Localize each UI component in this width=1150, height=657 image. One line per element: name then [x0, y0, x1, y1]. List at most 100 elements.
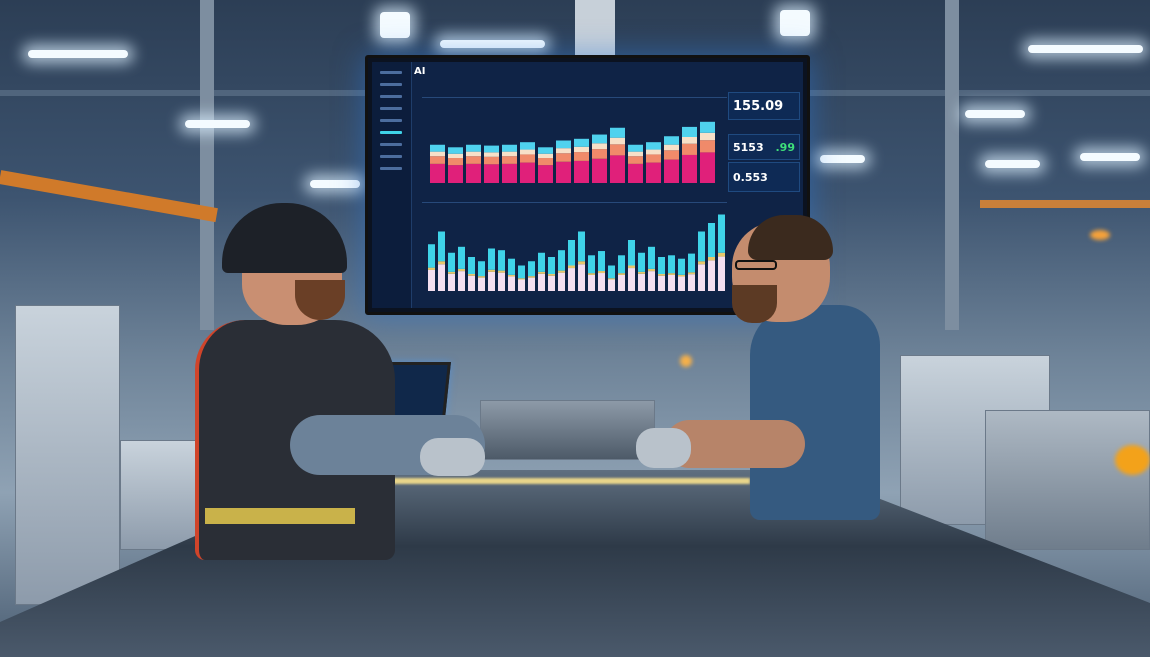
bar-segment [628, 240, 635, 266]
indicator-light [1090, 230, 1110, 240]
bar-segment [468, 275, 475, 291]
bar-segment [682, 136, 697, 144]
bar-segment [628, 151, 643, 157]
bar-segment [608, 265, 615, 279]
bar-segment [428, 269, 435, 291]
orange-pipe [0, 170, 218, 223]
bar-segment [548, 274, 555, 276]
bar-segment [438, 231, 445, 262]
bar-segment [574, 160, 589, 183]
bar-segment [664, 136, 679, 145]
sidebar-item-active[interactable] [380, 131, 402, 134]
kpi-delta: .99 [775, 141, 796, 154]
ceiling-light [310, 180, 360, 188]
bar-segment [638, 271, 645, 274]
ceiling-light [440, 40, 545, 48]
bar-segment [718, 256, 725, 291]
bar-segment [568, 268, 575, 291]
bar-segment [538, 165, 553, 183]
sidebar-item[interactable] [380, 83, 402, 86]
bar-segment [430, 144, 445, 152]
bar-segment [608, 278, 615, 280]
bar-segment [488, 269, 495, 272]
support-column [200, 0, 214, 330]
sidebar-item[interactable] [380, 95, 402, 98]
indicator-light [680, 355, 692, 367]
bar-segment [508, 274, 515, 277]
bar-segment [628, 156, 643, 164]
bar-segment [498, 272, 505, 291]
machine-cart [120, 440, 198, 550]
bar-segment [658, 275, 665, 291]
bar-segment [558, 272, 565, 291]
bar-segment [484, 164, 499, 183]
bar-segment [628, 163, 643, 183]
bar-segment [518, 279, 525, 291]
bar-segment [574, 146, 589, 153]
worker-right-beard [732, 285, 777, 323]
dashboard-logo: AI [414, 66, 426, 77]
bar-segment [688, 272, 695, 275]
sidebar-item[interactable] [380, 107, 402, 110]
bar-segment [678, 276, 685, 291]
bar-segment [438, 264, 445, 291]
bar-segment [700, 132, 715, 141]
ceiling-light [28, 50, 128, 58]
worker-right-glove [636, 428, 691, 468]
bar-segment [508, 258, 515, 275]
sidebar-item[interactable] [380, 155, 402, 158]
glasses [735, 260, 777, 270]
sidebar-item[interactable] [380, 119, 402, 122]
worker-right-shirt [750, 305, 880, 520]
bar-segment [520, 162, 535, 183]
bar-segment [646, 142, 661, 150]
sidebar-item[interactable] [380, 71, 402, 74]
ceiling-light [965, 110, 1025, 118]
bar-segment [498, 250, 505, 271]
support-column [945, 0, 959, 330]
bar-segment [588, 255, 595, 274]
bar-segment [664, 159, 679, 183]
bar-segment [688, 253, 695, 273]
bar-segment [556, 140, 571, 149]
bar-segment [668, 273, 675, 275]
ceiling-light [820, 155, 865, 163]
bar-segment [718, 214, 725, 253]
bar-segment [682, 126, 697, 137]
bar-segment [618, 255, 625, 274]
dashboard-monitor: AI 155.09 5153 .99 0.553 [365, 55, 810, 315]
bar-segment [568, 240, 575, 266]
bar-segment [556, 161, 571, 183]
bar-segment [588, 273, 595, 275]
bar-segment [466, 151, 481, 157]
bar-segment [688, 274, 695, 291]
bar-segment [520, 142, 535, 150]
bar-segment [698, 231, 705, 262]
bar-segment [430, 163, 445, 183]
sidebar-item[interactable] [380, 167, 402, 170]
bar-segment [618, 274, 625, 291]
bar-segment [502, 156, 517, 164]
conveyor-edge-light [390, 478, 750, 484]
bar-segment [664, 144, 679, 151]
bar-segment [448, 147, 463, 154]
bar-segment [538, 273, 545, 291]
sidebar-item[interactable] [380, 143, 402, 146]
bar-segment [578, 264, 585, 291]
bar-segment [610, 144, 625, 156]
bar-segment [448, 165, 463, 183]
bar-segment [556, 153, 571, 162]
machine-left [15, 305, 120, 605]
bar-segment [430, 151, 445, 157]
bar-segment [618, 273, 625, 275]
ceiling-light [1028, 45, 1143, 53]
bar-segment [708, 257, 715, 261]
bar-segment [598, 273, 605, 291]
dashboard-header: AI [414, 66, 795, 80]
hard-hat [222, 203, 347, 273]
ceiling-light [380, 12, 410, 38]
bar-segment [488, 248, 495, 270]
bar-segment [438, 261, 445, 265]
bar-segment [502, 151, 517, 157]
bar-segment [658, 257, 665, 274]
